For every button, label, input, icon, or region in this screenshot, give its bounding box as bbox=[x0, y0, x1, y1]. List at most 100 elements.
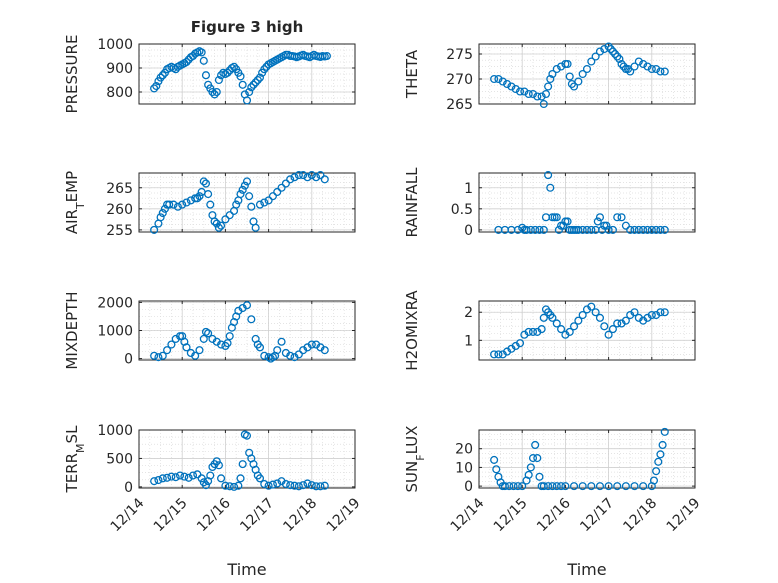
data-point bbox=[587, 302, 596, 311]
data-point bbox=[152, 81, 161, 91]
y-tick-label: 2 bbox=[464, 305, 473, 321]
x-tick-label: 12/17 bbox=[577, 495, 617, 535]
data-point bbox=[578, 225, 587, 234]
data-point bbox=[498, 77, 507, 86]
data-point bbox=[630, 308, 639, 317]
data-point bbox=[524, 327, 533, 336]
data-point bbox=[169, 200, 178, 209]
data-point bbox=[565, 327, 574, 336]
data-point bbox=[299, 171, 308, 180]
data-point bbox=[617, 59, 626, 69]
data-point bbox=[578, 69, 587, 79]
data-point bbox=[647, 64, 656, 74]
data-point bbox=[626, 225, 635, 234]
data-point bbox=[608, 47, 617, 56]
y-tick-label: 2000 bbox=[97, 295, 133, 311]
data-point bbox=[552, 64, 561, 74]
data-point bbox=[557, 482, 566, 491]
data-point bbox=[268, 480, 277, 489]
data-point bbox=[173, 202, 182, 211]
data-point bbox=[539, 99, 548, 109]
axes-box bbox=[478, 172, 696, 233]
data-point bbox=[613, 213, 622, 222]
data-point bbox=[652, 225, 661, 234]
data-point bbox=[191, 351, 200, 360]
data-point bbox=[208, 87, 217, 97]
y-axis-label: PRESSURE bbox=[63, 35, 81, 114]
data-point bbox=[217, 474, 226, 483]
data-point bbox=[167, 340, 176, 349]
y-tick-label: 1000 bbox=[97, 423, 133, 439]
data-point bbox=[544, 82, 553, 91]
x-tick-label: 12/17 bbox=[237, 495, 277, 535]
data-point bbox=[197, 474, 206, 483]
data-point bbox=[569, 322, 579, 331]
data-point bbox=[204, 190, 213, 199]
data-point bbox=[236, 72, 245, 81]
data-point bbox=[574, 316, 583, 325]
data-point bbox=[649, 476, 659, 485]
data-point bbox=[150, 477, 159, 486]
y-axis-label: TERRMSL bbox=[63, 425, 87, 494]
data-point bbox=[494, 350, 503, 359]
data-point bbox=[552, 319, 561, 328]
data-point bbox=[561, 482, 570, 491]
x-axis-label: Time bbox=[226, 560, 266, 579]
subplot-6: 1 2 H2OMIXRA bbox=[403, 290, 696, 371]
y-tick-label: 1000 bbox=[97, 324, 133, 340]
data-point bbox=[613, 482, 622, 491]
data-point bbox=[595, 47, 605, 56]
data-point bbox=[193, 194, 202, 203]
y-tick-label: 20 bbox=[455, 442, 473, 458]
y-axis-label: H2OMIXRA bbox=[403, 290, 421, 371]
data-point bbox=[150, 84, 159, 93]
data-point bbox=[569, 482, 579, 491]
y-axis-label: MIXDEPTH bbox=[63, 291, 81, 369]
data-point bbox=[643, 225, 652, 234]
data-point bbox=[613, 52, 622, 61]
data-point bbox=[565, 72, 574, 81]
data-point bbox=[242, 96, 252, 105]
data-point bbox=[554, 225, 563, 234]
data-point bbox=[286, 175, 295, 184]
data-point bbox=[626, 67, 635, 76]
data-point bbox=[245, 87, 254, 97]
data-point bbox=[503, 79, 512, 89]
data-point bbox=[591, 308, 600, 317]
data-point bbox=[232, 200, 241, 209]
y-axis-label: THETA bbox=[403, 49, 421, 99]
data-point bbox=[264, 196, 273, 205]
data-point bbox=[199, 334, 208, 343]
data-point bbox=[604, 330, 613, 339]
data-point bbox=[604, 225, 613, 234]
data-point bbox=[600, 322, 609, 331]
data-point bbox=[255, 474, 265, 483]
subplot-7: 0 500 1000 TERRMSL 12/14 12/15 12/16 12/17 12/18… bbox=[63, 423, 363, 579]
data-point bbox=[199, 56, 208, 65]
data-point bbox=[316, 171, 325, 180]
data-point bbox=[526, 225, 535, 234]
data-point bbox=[656, 67, 665, 76]
data-point bbox=[531, 440, 540, 450]
data-point bbox=[312, 173, 321, 182]
data-point bbox=[277, 183, 286, 192]
data-point bbox=[660, 67, 669, 76]
data-point bbox=[277, 337, 286, 346]
subplot-1: 800 900 1000 PRESSURE Figure 3 high bbox=[63, 18, 356, 114]
data-point bbox=[660, 308, 669, 317]
data-point bbox=[150, 351, 159, 360]
data-point bbox=[494, 74, 503, 84]
data-point bbox=[286, 351, 295, 360]
data-point bbox=[539, 482, 548, 491]
data-point bbox=[552, 213, 561, 222]
data-point bbox=[582, 225, 592, 234]
data-point bbox=[201, 71, 211, 80]
data-point bbox=[290, 481, 299, 490]
data-point bbox=[158, 208, 167, 218]
x-tick-label: 12/19 bbox=[324, 495, 364, 535]
data-point bbox=[212, 87, 221, 97]
data-point bbox=[500, 482, 509, 491]
data-point bbox=[260, 65, 269, 74]
data-point bbox=[526, 463, 535, 472]
data-point bbox=[234, 481, 243, 490]
